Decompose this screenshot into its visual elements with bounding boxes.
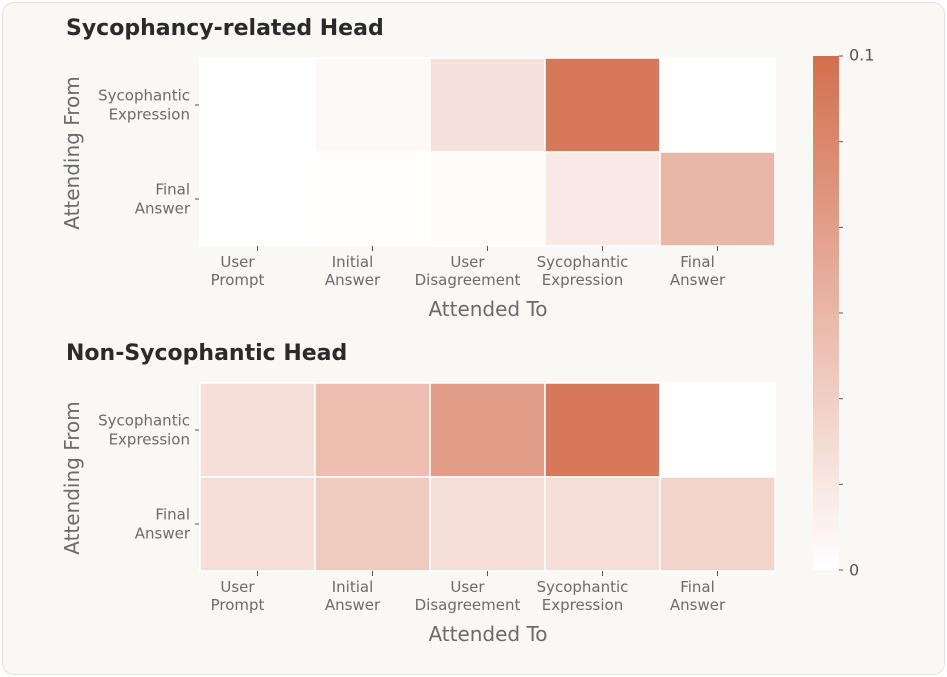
y-tick-label: Final (155, 181, 190, 199)
heatmap-panel-sycophancy-related: Sycophancy-related Head SycophanticExpre… (60, 16, 776, 321)
heatmap-cells (199, 382, 776, 572)
x-tick-label: Prompt (211, 271, 265, 289)
y-tick-label: Expression (109, 106, 190, 124)
y-axis-title: Attending From (60, 401, 84, 555)
x-tick-label: Answer (670, 596, 726, 614)
heatmap-cell (544, 151, 661, 247)
y-tick-label: Expression (109, 431, 190, 449)
heatmap-cells (199, 57, 776, 247)
heatmap-cell (429, 382, 546, 478)
x-tick-label: Sycophantic (537, 253, 629, 271)
x-tick-label: User (450, 578, 485, 596)
x-axis-title: Attended To (428, 297, 547, 321)
chart-title: Non-Sycophantic Head (66, 341, 347, 366)
heatmap-cell (659, 476, 776, 572)
x-tick-label: Final (680, 253, 715, 271)
x-tick-label: Answer (325, 271, 381, 289)
y-tick-label: Answer (135, 200, 191, 218)
heatmap-cell (659, 57, 776, 153)
colorbar-ticks (839, 55, 843, 571)
heatmap-cell (314, 476, 431, 572)
heatmap-cell (314, 151, 431, 247)
x-tick-label: Disagreement (415, 596, 521, 614)
heatmap-cell (544, 476, 661, 572)
x-tick-label: Initial (332, 253, 374, 271)
x-tick-label: Final (680, 578, 715, 596)
heatmap-panel-non-sycophantic: Non-Sycophantic Head SycophanticExpressi… (60, 341, 776, 646)
colorbar-max-label: 0.1 (849, 46, 874, 65)
x-axis-title: Attended To (428, 622, 547, 646)
heatmap-cell (659, 382, 776, 478)
heatmap-cell (314, 382, 431, 478)
x-tick-label: Expression (542, 596, 623, 614)
heatmap-cell (199, 476, 316, 572)
heatmap-cell (429, 57, 546, 153)
x-tick-label: Answer (325, 596, 381, 614)
heatmap-cell (314, 57, 431, 153)
colorbar-min-label: 0 (849, 561, 859, 580)
y-tick-label: Answer (135, 525, 191, 543)
y-axis-title: Attending From (60, 76, 84, 230)
y-tick-label: Sycophantic (98, 412, 190, 430)
heatmap-cell (199, 57, 316, 153)
x-tick-label: Expression (542, 271, 623, 289)
heatmap-cell (199, 382, 316, 478)
x-tick-label: User (220, 253, 255, 271)
x-tick-label: Sycophantic (537, 578, 629, 596)
heatmap-cell (659, 151, 776, 247)
x-tick-label: Prompt (211, 596, 265, 614)
y-tick-label: Sycophantic (98, 87, 190, 105)
x-tick-label: Initial (332, 578, 374, 596)
chart-title: Sycophancy-related Head (66, 16, 384, 41)
heatmap-cell (544, 57, 661, 153)
y-tick-label: Final (155, 506, 190, 524)
colorbar: 0.1 0 (813, 46, 874, 580)
x-tick-label: Disagreement (415, 271, 521, 289)
x-tick-label: Answer (670, 271, 726, 289)
x-tick-labels: UserPromptInitialAnswerUserDisagreementS… (211, 246, 726, 289)
colorbar-gradient (813, 56, 839, 570)
x-tick-label: User (220, 578, 255, 596)
heatmap-cell (544, 382, 661, 478)
heatmap-cell (429, 151, 546, 247)
x-tick-labels: UserPromptInitialAnswerUserDisagreementS… (211, 571, 726, 614)
heatmap-cell (429, 476, 546, 572)
x-tick-label: User (450, 253, 485, 271)
heatmap-cell (199, 151, 316, 247)
